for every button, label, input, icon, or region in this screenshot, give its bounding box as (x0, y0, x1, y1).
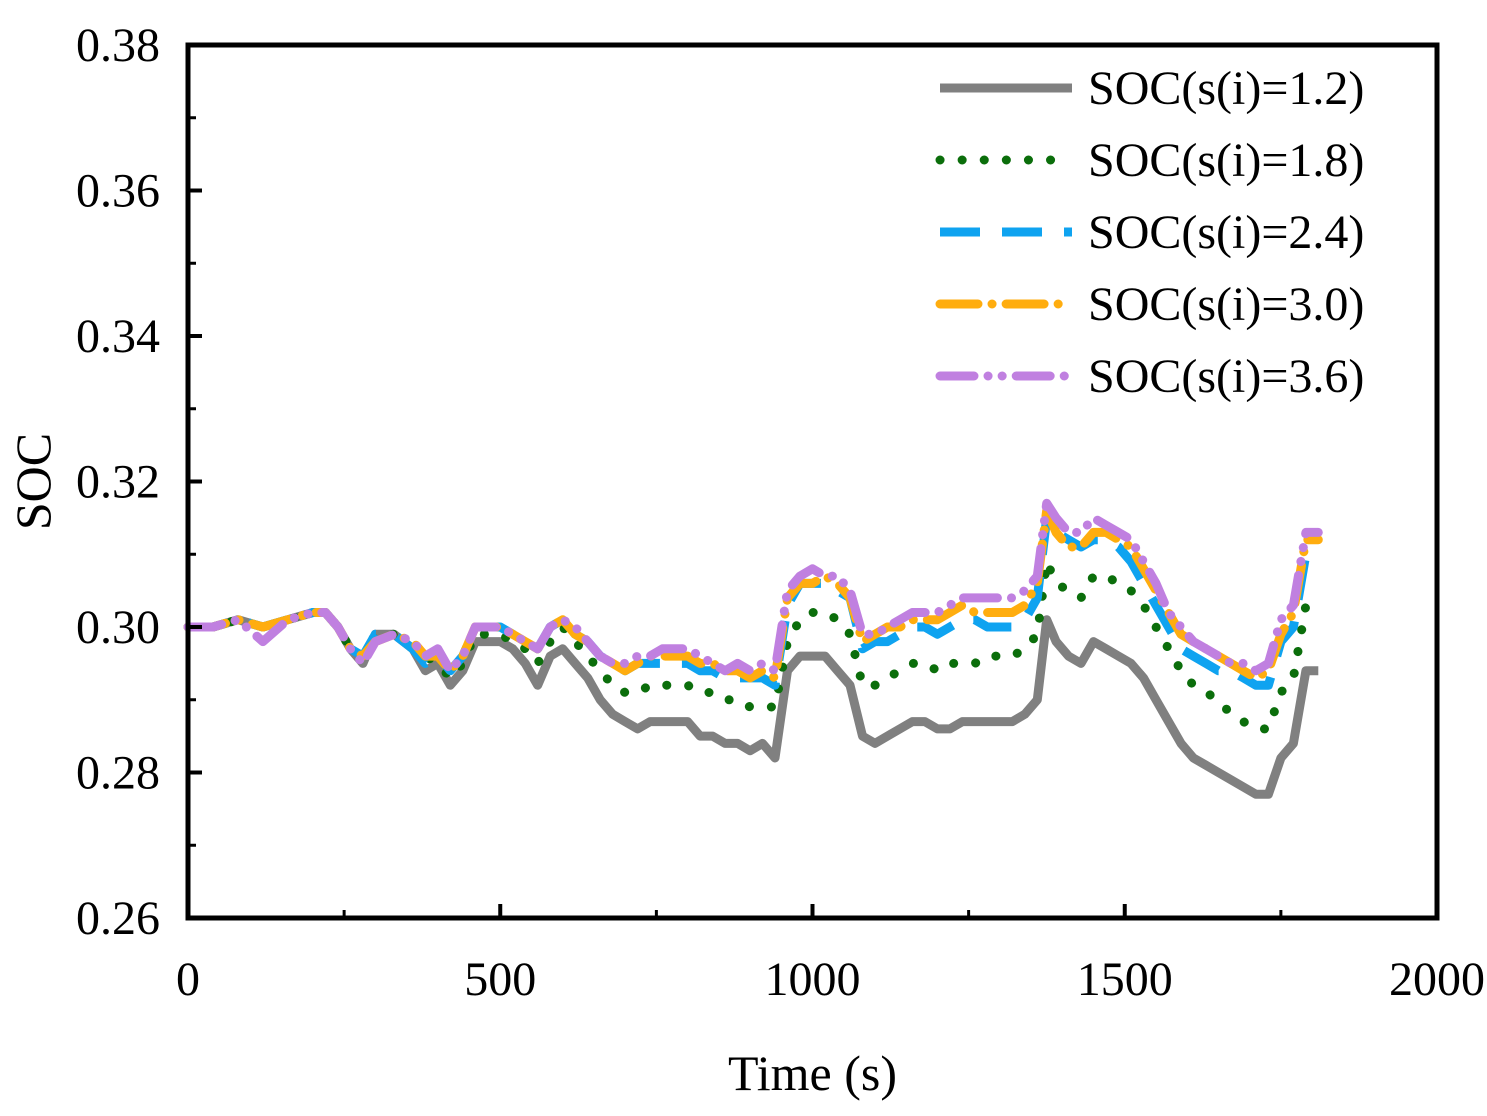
y-tick-label: 0.28 (76, 747, 160, 800)
y-tick-label: 0.38 (76, 19, 160, 72)
series-line-1 (188, 608, 1319, 799)
x-tick-label: 2000 (1389, 953, 1485, 1006)
x-tick-label: 0 (176, 953, 200, 1006)
y-tick-label: 0.36 (76, 165, 160, 218)
legend-label: SOC(s(i)=2.4) (1088, 206, 1364, 259)
series-line-5 (183, 498, 1323, 676)
x-axis-title: Time (s) (728, 1045, 897, 1101)
x-tick-label: 1500 (1077, 953, 1173, 1006)
legend-label: SOC(s(i)=3.6) (1088, 350, 1364, 403)
y-tick-label: 0.32 (76, 456, 160, 509)
x-tick-label: 1000 (765, 953, 861, 1006)
y-tick-label: 0.30 (76, 601, 160, 654)
y-tick-label: 0.34 (76, 310, 160, 363)
legend-label: SOC(s(i)=1.2) (1088, 62, 1364, 115)
series-line-4 (183, 506, 1323, 683)
series-layer (183, 498, 1323, 799)
y-axis-title: SOC (5, 433, 61, 530)
legend-label: SOC(s(i)=1.8) (1088, 134, 1364, 187)
axis-ticks: 0 500 1000 1500 2000 0.26 0.28 0.30 0.32 0.34 0.36… (76, 19, 1485, 1006)
legend-label: SOC(s(i)=3.0) (1088, 278, 1364, 331)
x-tick-label: 500 (464, 953, 536, 1006)
legend: SOC(s(i)=1.2) SOC(s(i)=1.8) SOC(s(i)=2.4) S… (935, 62, 1364, 403)
y-tick-label: 0.26 (76, 892, 160, 945)
